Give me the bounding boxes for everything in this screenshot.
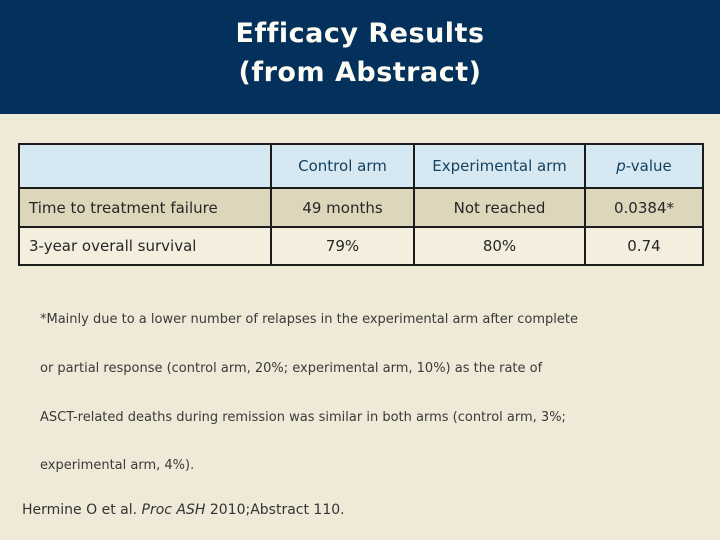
- column-header-experimental-arm: Experimental arm: [413, 143, 586, 189]
- footnote-line-4: experimental arm, 4%).: [40, 458, 195, 474]
- citation-suffix: 2010;Abstract 110.: [205, 502, 345, 518]
- footnote: *Mainly due to a lower number of relapse…: [40, 280, 578, 507]
- cell-ttf-p-value: 0.0384*: [584, 187, 704, 228]
- row-label-overall-survival: 3-year overall survival: [18, 226, 272, 266]
- citation-prefix: Hermine O et al.: [22, 502, 142, 518]
- p-value-italic-p: p: [616, 157, 626, 175]
- p-value-rest: -value: [625, 157, 672, 175]
- column-header-control-arm: Control arm: [270, 143, 415, 189]
- footnote-line-2: or partial response (control arm, 20%; e…: [40, 361, 543, 377]
- table-header-row: Control arm Experimental arm p-value: [18, 143, 704, 189]
- row-label-time-to-treatment-failure: Time to treatment failure: [18, 187, 272, 228]
- cell-os-p-value: 0.74: [584, 226, 704, 266]
- cell-os-control-arm: 79%: [270, 226, 415, 266]
- table-row-time-to-treatment-failure: Time to treatment failure 49 months Not …: [18, 187, 704, 228]
- cell-os-experimental-arm: 80%: [413, 226, 586, 266]
- footnote-line-3: ASCT-related deaths during remission was…: [40, 409, 566, 425]
- footnote-line-1: *Mainly due to a lower number of relapse…: [40, 312, 578, 328]
- cell-ttf-control-arm: 49 months: [270, 187, 415, 228]
- slide-title-line-1: Efficacy Results: [235, 18, 485, 49]
- table-row-overall-survival: 3-year overall survival 79% 80% 0.74: [18, 226, 704, 266]
- column-header-p-value: p-value: [584, 143, 704, 189]
- cell-ttf-experimental-arm: Not reached: [413, 187, 586, 228]
- slide-title-line-2: (from Abstract): [238, 57, 482, 88]
- citation: Hermine O et al. Proc ASH 2010;Abstract …: [22, 502, 345, 518]
- column-header-empty: [18, 143, 272, 189]
- citation-journal: Proc ASH: [141, 502, 206, 518]
- results-table: Control arm Experimental arm p-value Tim…: [18, 143, 704, 266]
- title-band: Efficacy Results (from Abstract): [0, 0, 720, 114]
